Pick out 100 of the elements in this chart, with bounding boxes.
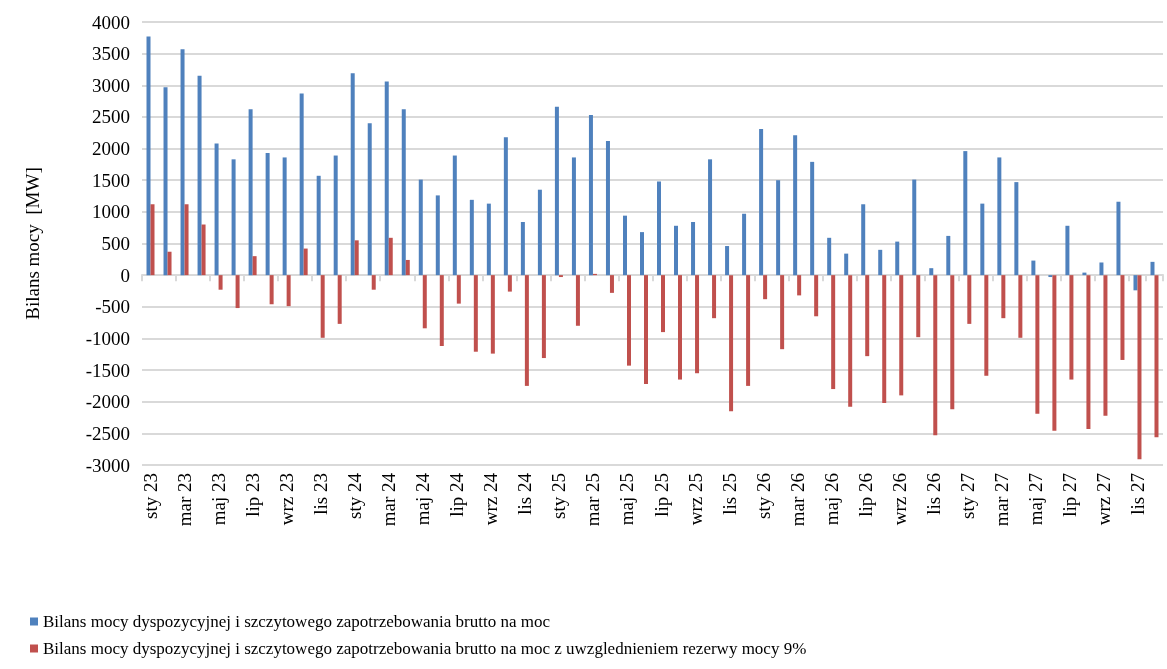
bar [797, 275, 802, 296]
x-tick-label: wrz 27 [1092, 473, 1114, 526]
bar [384, 81, 389, 276]
bar [1065, 225, 1070, 276]
bar [678, 275, 683, 380]
bar [1099, 262, 1104, 276]
x-tick-label: sty 26 [752, 473, 774, 519]
x-tick-label: mar 23 [174, 473, 196, 527]
y-tick-label: 4000 [92, 11, 130, 33]
x-tick-label: maj 27 [1024, 473, 1046, 526]
bar [695, 275, 700, 374]
bar [401, 109, 406, 276]
bar [725, 246, 730, 276]
y-tick-label: 1500 [92, 169, 130, 191]
x-tick-label: mar 24 [378, 472, 400, 527]
bar [503, 137, 508, 276]
bar [520, 221, 525, 276]
y-tick-label: 2000 [92, 138, 130, 160]
bar [861, 204, 866, 276]
bar [963, 151, 968, 276]
bar [456, 275, 461, 304]
bar [865, 275, 870, 357]
x-tick-label: lis 23 [310, 473, 332, 515]
bar [1001, 275, 1006, 319]
bar [469, 199, 474, 276]
bar [418, 179, 423, 276]
y-tick-label: -1500 [85, 359, 130, 381]
bar [235, 275, 240, 309]
bar [248, 109, 253, 276]
bar [150, 204, 155, 276]
bar [231, 159, 236, 276]
bar [350, 73, 355, 276]
bar [729, 275, 734, 412]
bar [609, 275, 614, 293]
bar [252, 256, 257, 276]
bar [997, 157, 1002, 276]
bar [1031, 260, 1036, 276]
y-tick-label: 2500 [92, 106, 130, 128]
bar [643, 275, 648, 384]
bar [299, 93, 304, 276]
bar [814, 275, 819, 317]
bar [201, 224, 206, 276]
x-tick-label: maj 26 [820, 473, 842, 526]
y-axis-title: Bilans mocy [MW] [22, 167, 43, 320]
y-tick-label: 3000 [92, 74, 130, 96]
bar [657, 181, 662, 276]
bar [571, 157, 576, 276]
bar [333, 155, 338, 276]
bar [180, 49, 185, 276]
legend-label: Bilans mocy dyspozycyjnej i szczytowego zapotrzebowania brutto na moc [43, 612, 551, 631]
bar [712, 275, 717, 319]
bar [1133, 275, 1138, 291]
bar [422, 275, 427, 329]
bar [167, 251, 172, 276]
bar [1018, 275, 1023, 338]
x-tick-label: maj 23 [208, 473, 230, 526]
bar [827, 237, 832, 276]
bar [197, 75, 202, 276]
bar [486, 203, 491, 276]
bar [184, 204, 189, 276]
bar [320, 275, 325, 338]
bar [1150, 261, 1155, 276]
x-tick-label: wrz 26 [888, 473, 910, 526]
bar [554, 106, 559, 276]
bar [980, 203, 985, 276]
bar [1052, 275, 1057, 431]
x-tick-label: mar 26 [786, 473, 808, 527]
bar [831, 275, 836, 390]
bar [1154, 275, 1159, 438]
x-tick-label: sty 27 [956, 473, 978, 519]
x-tick-label: lip 27 [1058, 473, 1080, 517]
bar [524, 275, 529, 386]
y-tick-label: 500 [101, 233, 130, 254]
bar [946, 235, 951, 276]
x-tick-label: wrz 23 [276, 473, 298, 526]
y-tick-label: -1000 [85, 327, 130, 349]
x-tick-label: lis 26 [922, 473, 944, 515]
bar [367, 123, 372, 276]
x-tick-label: maj 25 [616, 473, 638, 526]
bar [844, 253, 849, 276]
bar [1035, 275, 1040, 414]
bar [537, 189, 542, 276]
x-tick-label: wrz 25 [684, 473, 706, 526]
bar [405, 259, 410, 276]
bar [776, 180, 781, 276]
bar [746, 275, 751, 386]
bar [639, 232, 644, 276]
bar [541, 275, 546, 359]
bar [912, 179, 917, 276]
bar [848, 275, 853, 407]
bar [439, 275, 444, 347]
bar [354, 240, 359, 276]
bar [899, 275, 904, 396]
bar [1120, 275, 1125, 360]
bar [473, 275, 478, 352]
bar [163, 87, 168, 276]
bar [1137, 275, 1142, 460]
bar [742, 213, 747, 276]
bar [793, 135, 798, 276]
bar [588, 115, 593, 276]
